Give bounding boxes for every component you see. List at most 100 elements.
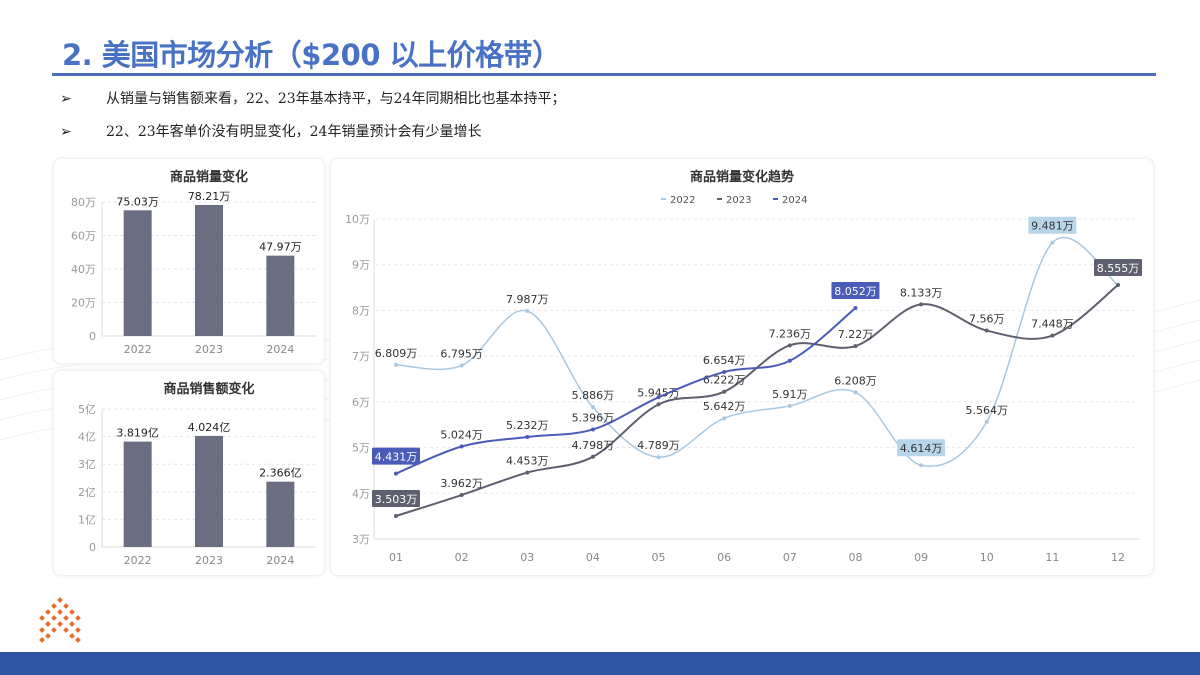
logo-dot (45, 609, 51, 615)
arrowhead-bullet-icon: ➢ (60, 124, 72, 140)
x-tick-label: 2022 (124, 343, 152, 356)
bar (123, 441, 152, 547)
data-label: 7.987万 (506, 293, 549, 306)
y-tick-label: 60万 (71, 230, 96, 243)
data-point (394, 471, 398, 476)
highlight-data-label: 4.614万 (900, 442, 943, 455)
data-point (1050, 333, 1055, 338)
data-label: 8.133万 (900, 286, 943, 299)
highlight-label-box (372, 490, 420, 508)
chart-title: 商品销量变化趋势 (690, 169, 794, 185)
data-point (787, 358, 792, 363)
chart-title: 商品销量变化 (170, 169, 248, 185)
data-point (787, 343, 792, 348)
data-point (590, 405, 595, 410)
legend-label: 2024 (782, 195, 807, 206)
series-line-2023 (395, 284, 1119, 517)
data-label: 4.798万 (572, 439, 615, 452)
x-tick-label: 03 (520, 551, 534, 564)
data-label: 4.789万 (637, 439, 680, 452)
logo-dot (39, 637, 45, 643)
logo-dot (69, 609, 75, 615)
y-tick-label: 5万 (352, 442, 370, 455)
highlight-data-label: 8.555万 (1097, 262, 1140, 275)
y-tick-label: 2亿 (78, 486, 96, 499)
y-tick-label: 4万 (352, 487, 370, 500)
y-tick-label: 3亿 (78, 458, 96, 471)
sales-volume-bar-chart: 商品销量变化 0 20万 40万 60万 80万 75.03万 2022 78.21万 2023 4… (71, 169, 316, 356)
legend-label: 2022 (670, 195, 695, 206)
bar (266, 255, 295, 336)
data-point (590, 454, 595, 459)
data-label: 5.945万 (637, 386, 680, 399)
data-label: 5.564万 (965, 404, 1008, 417)
x-tick-label: 04 (586, 551, 600, 564)
data-label: 7.448万 (1031, 318, 1074, 331)
logo-dot (39, 627, 45, 633)
data-point (1050, 240, 1055, 245)
data-point (656, 402, 661, 407)
data-point (590, 427, 595, 432)
data-point (984, 328, 989, 333)
logo-dot (57, 609, 63, 615)
data-point (919, 302, 924, 307)
legend-label: 2023 (726, 195, 751, 206)
data-point (919, 463, 924, 468)
data-point (722, 369, 727, 374)
data-label: 7.236万 (769, 327, 812, 340)
highlight-data-label: 4.431万 (375, 451, 418, 464)
data-point (1116, 283, 1120, 288)
y-tick-label: 8万 (352, 304, 370, 317)
data-point (853, 306, 858, 311)
logo-dot (75, 615, 81, 621)
bar (266, 481, 295, 547)
highlight-label-box (1028, 216, 1077, 234)
bullet-1: ➢ 从销量与销售额来看，22、23年基本持平，与24年同期相比也基本持平； (60, 88, 565, 108)
footer-bar (0, 652, 1200, 675)
logo-dot (63, 615, 69, 621)
data-point (853, 390, 858, 395)
x-tick-label: 2022 (124, 554, 152, 567)
data-label: 4.453万 (506, 455, 549, 468)
data-label: 6.809万 (375, 347, 418, 360)
x-tick-label: 05 (652, 551, 666, 564)
data-point (853, 344, 858, 349)
x-tick-label: 12 (1111, 551, 1125, 564)
data-label: 3.962万 (440, 477, 483, 490)
series-line-2022 (395, 236, 1119, 467)
data-label: 47.97万 (259, 241, 302, 254)
data-label: 6.222万 (703, 374, 746, 387)
highlight-label-box (1094, 259, 1142, 277)
logo-dot (69, 633, 75, 639)
y-tick-label: 9万 (352, 259, 370, 272)
y-tick-label: 3万 (352, 533, 370, 546)
bullet-2: ➢ 22、23年客单价没有明显变化，24年销量预计会有少量增长 (60, 121, 481, 141)
page-title: 2. 美国市场分析（$200 以上价格带） (62, 38, 561, 72)
y-tick-label: 4亿 (78, 431, 96, 444)
bar (195, 204, 223, 336)
logo-dot (45, 633, 51, 639)
company-logo (39, 597, 81, 643)
highlight-label-box (897, 439, 946, 457)
title-divider (52, 73, 1156, 76)
logo-dot (63, 627, 69, 633)
x-tick-label: 10 (980, 551, 994, 564)
x-tick-label: 07 (783, 551, 797, 564)
data-point (656, 455, 661, 460)
highlight-label-box (831, 282, 880, 300)
x-tick-label: 06 (717, 551, 731, 564)
y-tick-label: 40万 (71, 263, 96, 276)
highlight-data-label: 3.503万 (375, 493, 418, 506)
data-label: 5.642万 (703, 400, 746, 413)
x-tick-label: 02 (455, 551, 469, 564)
data-point (787, 403, 792, 408)
data-label: 7.22万 (838, 328, 874, 341)
data-point (459, 363, 464, 368)
data-label: 5.024万 (440, 428, 483, 441)
logo-dot (75, 627, 81, 633)
y-tick-label: 20万 (71, 297, 96, 310)
data-point (722, 416, 727, 421)
y-tick-label: 0 (89, 541, 96, 554)
data-point (525, 470, 530, 475)
arrowhead-bullet-icon: ➢ (60, 91, 72, 107)
